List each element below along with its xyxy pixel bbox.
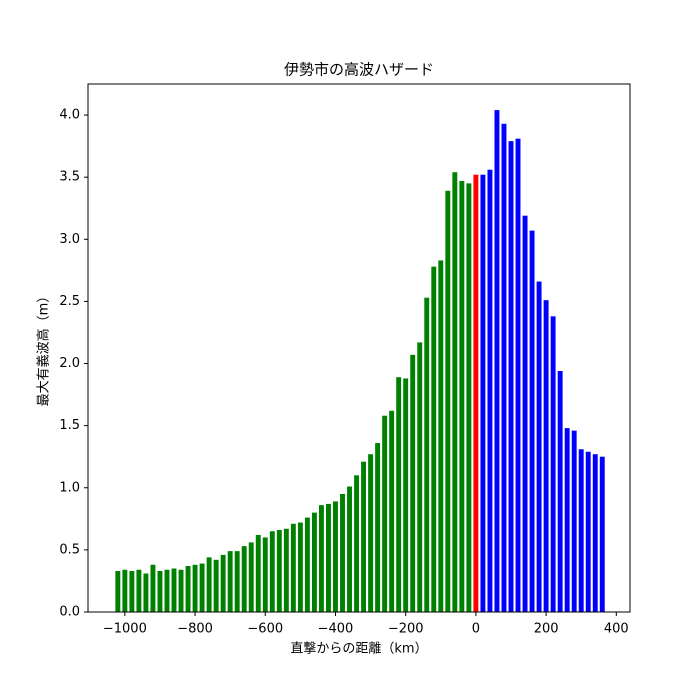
bar [592, 454, 598, 612]
bar [227, 551, 233, 612]
bar [501, 123, 507, 612]
bar [536, 281, 542, 612]
bar [508, 141, 514, 612]
bar [368, 454, 374, 612]
bar [585, 451, 591, 612]
bar [578, 449, 584, 612]
x-tick-label: −800 [177, 622, 213, 637]
x-tick-label: −1000 [103, 622, 147, 637]
y-tick-label: 0.5 [59, 542, 80, 557]
y-tick-label: 0.0 [59, 605, 80, 620]
bar [171, 568, 177, 612]
bar [241, 546, 247, 612]
x-tick-label: 0 [472, 622, 480, 637]
bar [445, 190, 451, 612]
bar [543, 300, 549, 612]
bar [333, 501, 338, 612]
bar [122, 569, 128, 612]
bar [375, 443, 381, 612]
bar [143, 573, 149, 612]
x-tick-label: −200 [388, 622, 424, 637]
y-tick-label: 1.0 [59, 480, 80, 495]
bar [234, 551, 240, 612]
bar [452, 172, 458, 612]
bar [206, 557, 212, 612]
bar [304, 517, 310, 612]
bar [157, 571, 163, 612]
bar [213, 559, 219, 612]
bar [136, 569, 142, 612]
y-axis-label: 最大有義波高（m） [36, 290, 52, 407]
bar [347, 486, 352, 612]
y-tick-label: 2.5 [59, 294, 80, 309]
bar [326, 503, 331, 612]
bar [129, 571, 135, 612]
x-tick-label: 200 [534, 622, 559, 637]
bar [262, 537, 268, 612]
bar [424, 297, 430, 612]
bar [389, 410, 395, 612]
x-tick-label: 400 [604, 622, 629, 637]
bar [255, 534, 261, 612]
bar [361, 461, 367, 612]
bar [494, 110, 500, 612]
y-tick-label: 3.5 [59, 170, 80, 185]
chart-title: 伊勢市の高波ハザード [284, 61, 434, 79]
y-tick-label: 3.0 [59, 232, 80, 247]
bar [340, 493, 345, 612]
bar [150, 564, 156, 612]
bar [487, 169, 493, 612]
bar [290, 523, 296, 612]
bar [185, 566, 191, 612]
bar [557, 370, 563, 612]
bar [164, 569, 170, 612]
bar [410, 354, 416, 612]
bar [403, 378, 409, 612]
bar [283, 528, 289, 612]
bar [515, 138, 521, 613]
x-tick-label: −600 [247, 622, 283, 637]
y-tick-label: 1.5 [59, 418, 80, 433]
x-tick-label: −400 [318, 622, 354, 637]
bar [354, 475, 359, 612]
bar [192, 564, 198, 612]
bar [115, 571, 121, 612]
bar [382, 415, 388, 612]
bar [311, 512, 317, 612]
y-tick-label: 2.0 [59, 356, 80, 371]
bar [550, 316, 556, 612]
bar [473, 174, 479, 612]
bar [466, 183, 472, 612]
x-axis-label: 直撃からの距離（km） [290, 641, 427, 657]
y-tick-label: 4.0 [59, 108, 80, 123]
bar [529, 230, 535, 612]
bar [571, 430, 577, 612]
bar [438, 260, 444, 612]
bar [417, 342, 423, 612]
bar [248, 542, 254, 612]
bar [297, 522, 303, 612]
bar [396, 377, 402, 612]
bar [459, 180, 465, 612]
bar [564, 428, 570, 612]
bar [199, 563, 205, 612]
bar [269, 531, 275, 612]
bar [480, 174, 486, 612]
bar [318, 505, 324, 612]
bar [276, 530, 282, 612]
bar [599, 456, 605, 612]
bar [522, 215, 528, 613]
bar [178, 569, 184, 612]
bar [220, 554, 226, 612]
plot-frame [87, 83, 631, 613]
bar [431, 266, 437, 612]
